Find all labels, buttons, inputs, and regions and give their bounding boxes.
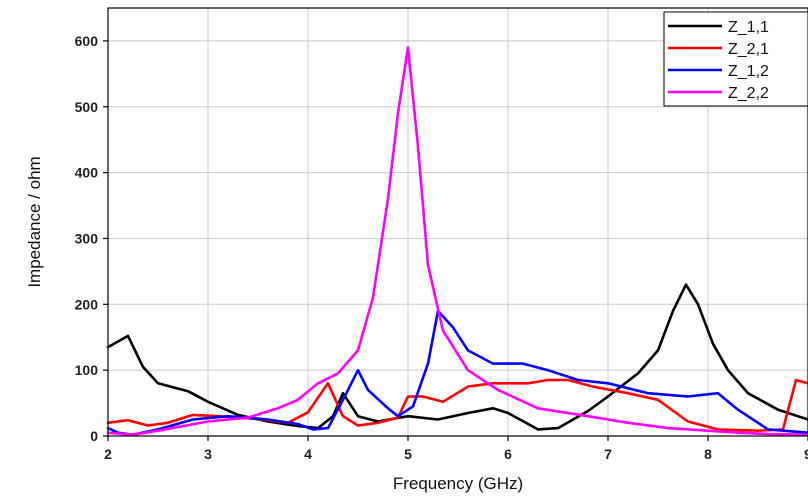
- series-line-Z_1,1: [106, 283, 808, 431]
- series-line-Z_2,2: [106, 46, 808, 437]
- x-tick-label: 3: [204, 446, 212, 462]
- axis-ticks: 2 3 4 5 6 7 8 9 0 100 200 300 400 500 600: [75, 33, 808, 462]
- x-tick-label: 8: [704, 446, 712, 462]
- y-axis-title: Impedance / ohm: [25, 156, 44, 287]
- series-lines: [106, 46, 808, 437]
- y-tick-label: 400: [75, 165, 99, 181]
- plot-frame: [107, 7, 808, 437]
- x-tick-label: 7: [604, 446, 612, 462]
- series-line-Z_1,2: [106, 309, 808, 437]
- y-tick-label: 0: [90, 428, 98, 444]
- y-tick-label: 300: [75, 230, 99, 246]
- x-axis-title: Frequency (GHz): [393, 474, 523, 493]
- legend-label: Z_2,2: [728, 85, 769, 102]
- legend: Z_1,1 Z_2,1 Z_1,2 Z_2,2: [663, 11, 808, 107]
- x-tick-label: 6: [504, 446, 512, 462]
- y-tick-label: 500: [75, 99, 99, 115]
- x-tick-label: 9: [804, 446, 808, 462]
- legend-label: Z_1,2: [728, 63, 769, 80]
- legend-box: [663, 11, 808, 107]
- y-tick-label: 100: [75, 362, 99, 378]
- y-tick-label: 600: [75, 33, 99, 49]
- legend-label: Z_2,1: [728, 41, 769, 58]
- y-tick-label: 200: [75, 296, 99, 312]
- legend-label: Z_1,1: [728, 19, 769, 36]
- x-tick-label: 4: [304, 446, 312, 462]
- x-tick-label: 5: [404, 446, 412, 462]
- x-tick-label: 2: [104, 446, 112, 462]
